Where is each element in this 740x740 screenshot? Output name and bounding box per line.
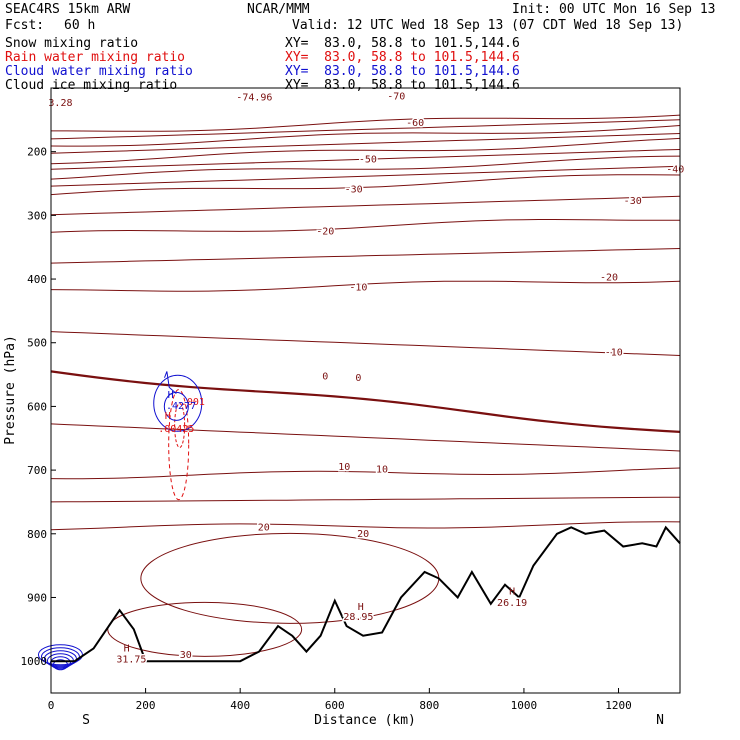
isotherm-line (50, 467, 681, 480)
isotherm-line (50, 219, 681, 233)
cloud-water-label: .4277 (166, 401, 196, 412)
forecast-hours: 60 h (64, 18, 96, 33)
high-marker: H (358, 602, 364, 613)
y-tick-label: 700 (27, 464, 47, 477)
cloud-water-contour (153, 374, 203, 432)
contour-label: -20 (316, 226, 334, 237)
cloud-water-contour (163, 391, 189, 421)
north-end-label: N (656, 713, 664, 728)
y-tick-label: 400 (27, 273, 47, 286)
isotherm-line (50, 496, 681, 503)
x-tick-label: 1000 (511, 699, 538, 712)
y-tick-label: 900 (27, 591, 47, 604)
rain-label: .00425 (158, 424, 194, 435)
isotherm-line (50, 521, 681, 531)
x-tick-label: 600 (325, 699, 345, 712)
contour-label: 10 (338, 462, 350, 473)
contour-label: -70 (387, 91, 405, 102)
x-tick-label: 400 (230, 699, 250, 712)
rain-contour (174, 403, 186, 449)
isotherm-line (50, 423, 681, 452)
rain-contour (168, 389, 190, 501)
y-tick-label: 600 (27, 400, 47, 413)
legend-cloud-water-xy: XY= 83.0, 58.8 to 101.5,144.6 (285, 64, 520, 79)
contour-label: -50 (359, 155, 377, 166)
isotherm-line (50, 165, 681, 187)
contour-label: 28.95 (343, 612, 373, 623)
isotherm-line (50, 155, 681, 180)
contour-label: 10 (376, 465, 388, 476)
plot-frame (50, 87, 681, 694)
legend-snow-name: Snow mixing ratio (5, 36, 139, 51)
isotherm-line (50, 370, 681, 433)
legend-cloud-ice-name: Cloud ice mixing ratio (5, 78, 178, 93)
isotherm-line (50, 248, 681, 264)
contour-label: -60 (406, 118, 424, 129)
contour-label: 20 (357, 529, 369, 540)
x-axis-label: Distance (km) (314, 713, 416, 728)
contour-label: -20 (600, 272, 618, 283)
contour-label: -10 (349, 283, 367, 294)
cloud-water-contour (164, 371, 177, 395)
contour-label: 0 (322, 372, 328, 383)
isotherm-line (50, 125, 681, 147)
isotherm-line (50, 174, 681, 196)
contour-label: 31.75 (116, 654, 146, 665)
y-tick-label: 1000 (21, 655, 48, 668)
isotherm-line (50, 119, 681, 140)
valid-time: Valid: 12 UTC Wed 18 Sep 13 (07 CDT Wed … (292, 18, 684, 33)
x-tick-label: 800 (419, 699, 439, 712)
contour-label: -30 (345, 184, 363, 195)
model-title: SEAC4RS 15km ARW (5, 2, 131, 17)
legend-snow-xy: XY= 83.0, 58.8 to 101.5,144.6 (285, 36, 520, 51)
rain-label: .001 (181, 397, 205, 408)
cloud-water-contour (52, 659, 68, 671)
isotherm-line (50, 149, 681, 170)
cloud-water-label: H (168, 390, 174, 401)
high-marker: H (124, 644, 130, 655)
contour-label: 26.19 (497, 598, 527, 609)
contour-label: -40 (666, 165, 684, 176)
x-tick-label: 0 (48, 699, 55, 712)
init-time: Init: 00 UTC Mon 16 Sep 13 (512, 2, 716, 17)
rain-label: H (165, 411, 171, 422)
y-tick-label: 500 (27, 337, 47, 350)
terrain-line (51, 525, 681, 663)
contour-label: 0 (355, 373, 361, 384)
contour-label: -10 (605, 347, 623, 358)
forecast-label: Fcst: (5, 18, 45, 33)
x-tick-label: 200 (136, 699, 156, 712)
contour-label: 3.28 (48, 98, 72, 109)
legend-cloud-ice-xy: XY= 83.0, 58.8 to 101.5,144.6 (285, 78, 520, 93)
contour-label: -30 (624, 196, 642, 207)
isotherm-line (50, 137, 681, 165)
org-title: NCAR/MMM (247, 2, 310, 17)
contour-label: 20 (258, 523, 270, 534)
terrain-fill (51, 527, 680, 693)
isotherm-line (51, 114, 681, 132)
isotherm-closed-contour (107, 601, 303, 657)
y-axis-label: Pressure (hPa) (3, 335, 18, 445)
isotherm-line (50, 133, 681, 154)
legend-cloud-water-name: Cloud water mixing ratio (5, 64, 193, 79)
y-tick-label: 800 (27, 528, 47, 541)
isotherm-line (50, 331, 681, 356)
south-end-label: S (82, 713, 90, 728)
y-tick-label: 300 (27, 209, 47, 222)
cloud-water-contour (49, 656, 71, 670)
high-marker: H (509, 586, 515, 597)
contour-label: -74.96 (236, 93, 272, 104)
legend-rain-name: Rain water mixing ratio (5, 50, 186, 65)
x-tick-label: 1200 (605, 699, 632, 712)
isotherm-line (50, 195, 681, 216)
y-tick-label: 200 (27, 146, 47, 159)
legend-rain-xy: XY= 83.0, 58.8 to 101.5,144.6 (285, 50, 520, 65)
isotherm-line (50, 280, 681, 292)
contour-label: 30 (180, 650, 192, 661)
